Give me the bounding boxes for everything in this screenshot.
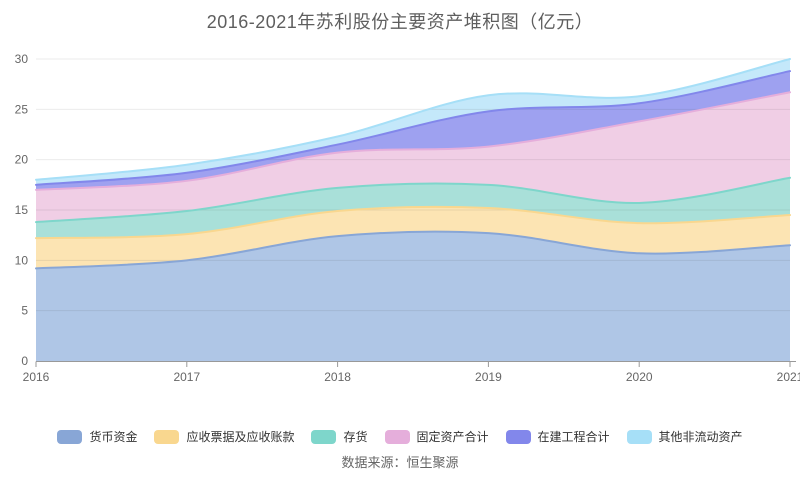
legend-item-label: 其他非流动资产 <box>658 430 743 444</box>
x-tick-label: 2020 <box>626 370 653 384</box>
legend-item-label: 应收票据及应收账款 <box>186 430 295 444</box>
x-tick-label: 2017 <box>173 370 200 384</box>
legend-item-1[interactable]: 应收票据及应收账款 <box>154 430 294 444</box>
chart-title: 2016-2021年苏利股份主要资产堆积图（亿元） <box>206 12 594 32</box>
series-area-2 <box>36 177 790 239</box>
legend-swatch-icon <box>384 430 410 444</box>
x-tick-label: 2016 <box>23 370 50 384</box>
y-tick-label: 0 <box>21 354 28 368</box>
y-tick-label: 15 <box>15 203 29 217</box>
y-tick-label: 5 <box>21 304 28 318</box>
legend-swatch-icon <box>57 430 83 444</box>
x-tick-label: 2018 <box>324 370 351 384</box>
legend-item-3[interactable]: 固定资产合计 <box>384 430 489 444</box>
legend-swatch-icon <box>505 430 531 444</box>
legend-swatch-icon <box>311 430 337 444</box>
legend-item-2[interactable]: 存货 <box>311 430 368 444</box>
y-tick-label: 10 <box>15 253 29 267</box>
y-tick-label: 25 <box>15 102 29 116</box>
legend-item-0[interactable]: 货币资金 <box>57 430 137 444</box>
series-area-5 <box>36 59 790 185</box>
y-tick-label: 20 <box>15 153 29 167</box>
x-tick-label: 2021 <box>777 370 800 384</box>
legend-item-label: 存货 <box>343 430 368 444</box>
legend-item-4[interactable]: 在建工程合计 <box>505 430 610 444</box>
stacked-area-chart-canvas[interactable]: 2016 2017 2018 2019 2020 2021 0 5 10 15 20 25 30 <box>0 0 800 400</box>
series-line-0 <box>35 230 791 270</box>
legend-swatch-icon <box>154 430 180 444</box>
chart-legend: 货币资金 应收票据及应收账款 存货 固定资产合计 在建工程合计 其他非流动资产 <box>0 430 800 444</box>
legend-swatch-icon <box>626 430 652 444</box>
series-area-4 <box>36 71 790 190</box>
series-area-3 <box>36 92 790 223</box>
series-line-1 <box>35 205 791 240</box>
data-source-caption: 数据来源：恒生聚源 <box>341 455 459 470</box>
series-line-3 <box>35 91 791 191</box>
y-tick-label: 30 <box>15 52 29 66</box>
legend-item-label: 固定资产合计 <box>416 430 489 444</box>
series-line-4 <box>35 70 791 186</box>
series-area-1 <box>36 206 790 269</box>
legend-item-label: 在建工程合计 <box>537 430 610 444</box>
series-area-0 <box>36 231 790 361</box>
legend-item-5[interactable]: 其他非流动资产 <box>626 430 743 444</box>
series-line-2 <box>35 176 791 224</box>
legend-item-label: 货币资金 <box>89 430 138 444</box>
series-line-5 <box>35 58 791 181</box>
x-tick-label: 2019 <box>475 370 502 384</box>
